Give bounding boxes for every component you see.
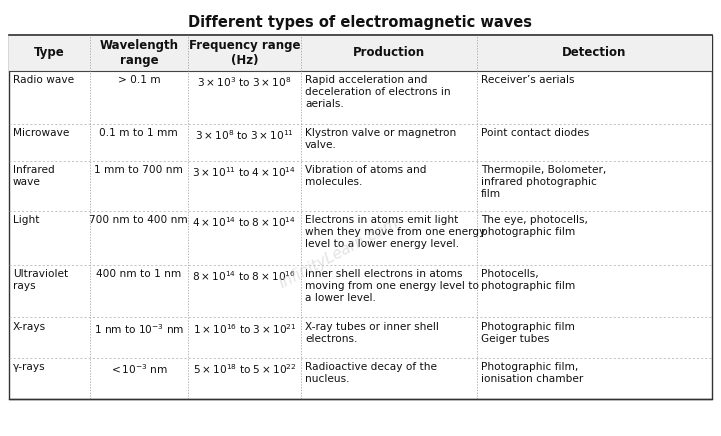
Text: $1 \times 10^{16}$ to $3 \times 10^{21}$: $1 \times 10^{16}$ to $3 \times 10^{21}$	[193, 322, 296, 336]
Text: Vibration of atoms and
molecules.: Vibration of atoms and molecules.	[305, 165, 427, 187]
Text: $3 \times 10^{8}$ to $3 \times 10^{11}$: $3 \times 10^{8}$ to $3 \times 10^{11}$	[195, 128, 294, 142]
Text: Type: Type	[34, 46, 64, 59]
Text: Production: Production	[353, 46, 425, 59]
Text: Microwave: Microwave	[13, 128, 69, 138]
Text: Inner shell electrons in atoms
moving from one energy level to
a lower level.: Inner shell electrons in atoms moving fr…	[305, 269, 479, 303]
Bar	[9, 35, 712, 71]
Text: Photocells,
photographic film: Photocells, photographic film	[481, 269, 575, 291]
Text: Receiver’s aerials: Receiver’s aerials	[481, 75, 575, 85]
Text: Photographic film
Geiger tubes: Photographic film Geiger tubes	[481, 322, 575, 344]
Text: 1 mm to 700 nm: 1 mm to 700 nm	[94, 165, 183, 175]
Text: Radioactive decay of the
nucleus.: Radioactive decay of the nucleus.	[305, 362, 437, 384]
Text: Photographic film,
ionisation chamber: Photographic film, ionisation chamber	[481, 362, 583, 384]
Text: 1 nm to $10^{-3}$ nm: 1 nm to $10^{-3}$ nm	[94, 322, 184, 336]
Text: $4 \times 10^{14}$ to $8 \times 10^{14}$: $4 \times 10^{14}$ to $8 \times 10^{14}$	[193, 215, 296, 229]
Text: Light: Light	[13, 215, 40, 225]
Bar	[9, 35, 712, 399]
Text: X-ray tubes or inner shell
electrons.: X-ray tubes or inner shell electrons.	[305, 322, 439, 344]
Text: 400 nm to 1 nm: 400 nm to 1 nm	[96, 269, 182, 279]
Text: Point contact diodes: Point contact diodes	[481, 128, 589, 138]
Text: γ-rays: γ-rays	[13, 362, 45, 372]
Text: The eye, photocells,
photographic film: The eye, photocells, photographic film	[481, 215, 588, 237]
Text: Thermopile, Bolometer,
infrared photographic
film: Thermopile, Bolometer, infrared photogra…	[481, 165, 606, 199]
Text: 0.1 m to 1 mm: 0.1 m to 1 mm	[99, 128, 178, 138]
Text: Klystron valve or magnetron
valve.: Klystron valve or magnetron valve.	[305, 128, 456, 150]
Text: Rapid acceleration and
deceleration of electrons in
aerials.: Rapid acceleration and deceleration of e…	[305, 75, 451, 109]
Text: Infrared
wave: Infrared wave	[13, 165, 55, 187]
Text: $5 \times 10^{18}$ to $5 \times 10^{22}$: $5 \times 10^{18}$ to $5 \times 10^{22}$	[193, 362, 296, 376]
Text: $3 \times 10^{11}$ to $4 \times 10^{14}$: $3 \times 10^{11}$ to $4 \times 10^{14}$	[193, 165, 296, 179]
Text: InfinityLearn.com: InfinityLearn.com	[277, 215, 401, 291]
Text: Detection: Detection	[562, 46, 627, 59]
Text: Different types of electromagnetic waves: Different types of electromagnetic waves	[188, 15, 533, 30]
Text: $8 \times 10^{14}$ to $8 \times 10^{16}$: $8 \times 10^{14}$ to $8 \times 10^{16}$	[193, 269, 296, 283]
Text: Wavelength
range: Wavelength range	[99, 39, 178, 67]
Text: $<10^{-3}$ nm: $<10^{-3}$ nm	[110, 362, 168, 376]
Text: X-rays: X-rays	[13, 322, 46, 332]
Text: Frequency range
(Hz): Frequency range (Hz)	[189, 39, 300, 67]
Text: 700 nm to 400 nm: 700 nm to 400 nm	[89, 215, 188, 225]
Text: Ultraviolet
rays: Ultraviolet rays	[13, 269, 68, 291]
Text: Electrons in atoms emit light
when they move from one energy
level to a lower en: Electrons in atoms emit light when they …	[305, 215, 485, 249]
Text: > 0.1 m: > 0.1 m	[118, 75, 160, 85]
Text: Radio wave: Radio wave	[13, 75, 74, 85]
Text: $3 \times 10^{3}$ to $3 \times 10^{8}$: $3 \times 10^{3}$ to $3 \times 10^{8}$	[197, 75, 291, 89]
